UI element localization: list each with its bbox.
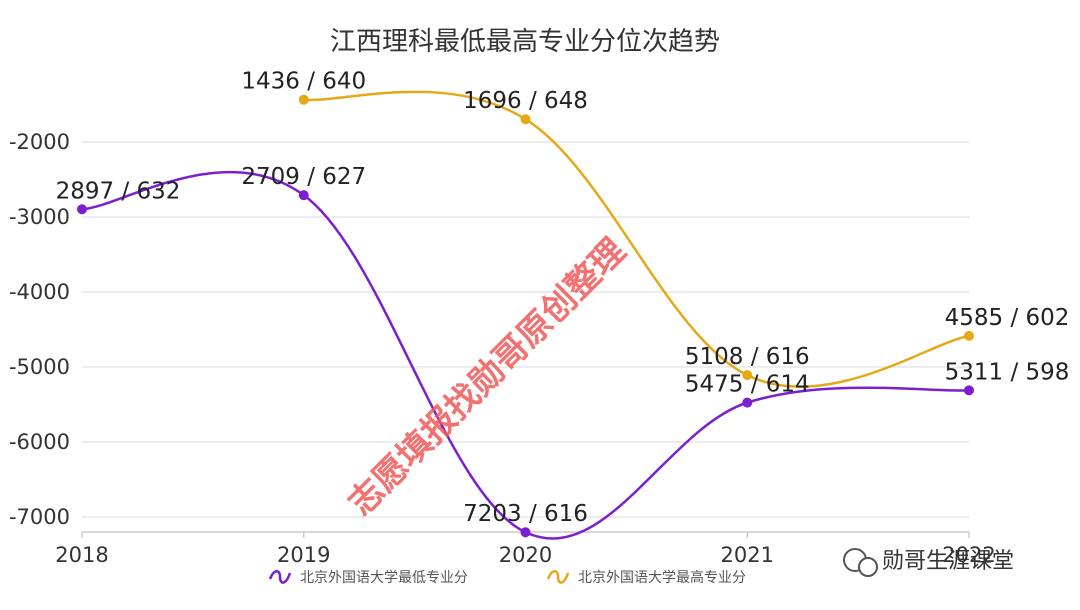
data-label: 5108 / 616 bbox=[685, 344, 810, 370]
x-tick-label: 2018 bbox=[55, 543, 108, 567]
y-tick-label: -2000 bbox=[9, 130, 70, 154]
y-tick-label: -4000 bbox=[9, 280, 70, 304]
y-tick-label: -3000 bbox=[9, 205, 70, 229]
data-point[interactable] bbox=[520, 114, 531, 125]
series-line-1 bbox=[303, 90, 970, 388]
data-labels: 2897 / 632 2709 / 627 7203 / 616 5475 / 614… bbox=[56, 69, 1070, 528]
data-label: 1696 / 648 bbox=[463, 88, 588, 114]
y-axis: -2000 -3000 -4000 -5000 -6000 -7000 bbox=[9, 130, 70, 529]
legend-line-icon bbox=[546, 570, 570, 584]
data-label: 2897 / 632 bbox=[56, 178, 181, 204]
x-tick-label: 2022 bbox=[942, 543, 995, 567]
x-tick-label: 2020 bbox=[499, 543, 552, 567]
y-tick-label: -5000 bbox=[9, 355, 70, 379]
wechat-icon bbox=[843, 548, 878, 577]
x-tick-label: 2021 bbox=[721, 543, 774, 567]
data-point[interactable] bbox=[742, 397, 753, 408]
data-point[interactable] bbox=[298, 190, 309, 201]
data-label: 5475 / 614 bbox=[685, 372, 810, 398]
y-tick-label: -7000 bbox=[9, 505, 70, 529]
data-point[interactable] bbox=[77, 204, 87, 215]
data-label: 7203 / 616 bbox=[463, 501, 588, 527]
legend-line-icon bbox=[268, 570, 292, 584]
data-point[interactable] bbox=[964, 385, 974, 396]
legend-label: 北京外国语大学最高专业分 bbox=[578, 569, 746, 586]
data-point[interactable] bbox=[964, 330, 974, 341]
brand-name: 勋哥生涯课堂 bbox=[882, 549, 1014, 574]
data-point[interactable] bbox=[298, 94, 309, 105]
chart-title: 江西理科最低最高专业分位次趋势 bbox=[330, 27, 720, 57]
y-tick-label: -6000 bbox=[9, 430, 70, 454]
data-label: 4585 / 602 bbox=[945, 305, 1070, 331]
legend[interactable]: 北京外国语大学最低专业分 北京外国语大学最高专业分 bbox=[268, 569, 746, 586]
data-label: 1436 / 640 bbox=[241, 69, 366, 95]
gridlines bbox=[82, 141, 969, 533]
data-point[interactable] bbox=[742, 370, 753, 381]
series-line-0 bbox=[81, 170, 970, 540]
legend-label: 北京外国语大学最低专业分 bbox=[300, 570, 468, 586]
data-point[interactable] bbox=[520, 527, 531, 538]
data-label: 5311 / 598 bbox=[945, 359, 1070, 385]
brand-badge: 勋哥生涯课堂 bbox=[843, 548, 1014, 577]
data-label: 2709 / 627 bbox=[241, 164, 366, 190]
series bbox=[77, 90, 974, 540]
watermark-text: 志愿填报找勋哥原创整理 bbox=[341, 231, 634, 524]
x-axis: 2018 2019 2020 2021 2022 bbox=[55, 532, 996, 567]
x-tick-label: 2019 bbox=[277, 543, 330, 567]
